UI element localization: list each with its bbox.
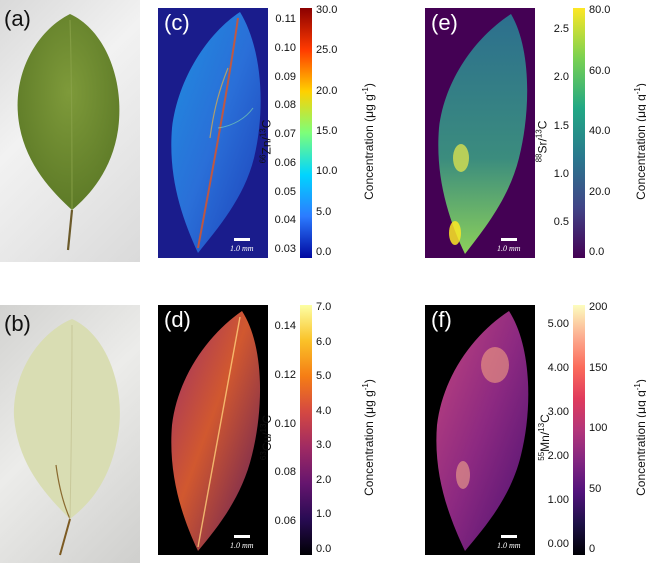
conc-tick-e: 0.0 [589, 246, 605, 258]
ratio-tick-c: 0.11 [275, 13, 296, 25]
ratio-tick-d: 0.12 [274, 368, 296, 381]
ratio-tick-e: 0.5 [553, 216, 569, 228]
scale-bar-d [234, 535, 250, 538]
ratio-tick-d: 0.06 [274, 515, 296, 527]
ratio-tick-c: 0.08 [274, 99, 296, 112]
panel-label-d: (d) [164, 307, 191, 332]
elemental-map-cu: (d) 1.0 mm [158, 305, 268, 555]
conc-label-e: Concentration (μg g-1) [632, 83, 646, 200]
colorbar-d [300, 305, 312, 555]
scale-text-c: 1.0 mm [230, 244, 254, 253]
ratio-label-f: 55Mn/13C [536, 414, 552, 461]
colorbar-c [300, 8, 312, 258]
ratio-label-c: 66Zn/13C [258, 119, 274, 164]
conc-tick-d: 6.0 [316, 335, 332, 348]
fresh-leaf-image [17, 14, 120, 251]
conc-tick-c: 30.0 [316, 4, 338, 16]
conc-tick-f: 100 [589, 422, 608, 434]
panel-label-f: (f) [431, 307, 452, 332]
conc-tick-f: 50 [589, 482, 602, 495]
conc-tick-d: 2.0 [316, 473, 332, 486]
ratio-tick-f: 1.00 [547, 494, 569, 506]
scale-bar-c [234, 238, 250, 241]
ratio-tick-f: 2.00 [547, 450, 569, 462]
panel-label-e: (e) [431, 10, 458, 35]
scale-text-e: 1.0 mm [497, 244, 521, 253]
conc-tick-c: 15.0 [316, 125, 338, 137]
conc-tick-c: 10.0 [316, 165, 338, 178]
ratio-tick-e: 1.0 [553, 167, 569, 180]
conc-tick-e: 20.0 [589, 185, 611, 198]
colorbar-e [573, 8, 585, 258]
conc-tick-f: 200 [589, 301, 608, 313]
conc-tick-e: 80.0 [589, 4, 611, 16]
conc-tick-c: 20.0 [316, 84, 338, 97]
ratio-tick-c: 0.06 [274, 156, 296, 169]
ratio-label-d: 63Cu/13C [259, 414, 275, 461]
leaf-photo-fresh: (a) [0, 0, 140, 262]
zn-leaf-map [171, 12, 261, 253]
panel-label-b: (b) [4, 311, 31, 336]
ratio-tick-e: 2.0 [553, 71, 569, 84]
conc-label-c: Concentration (μg g-1) [360, 83, 376, 200]
conc-tick-d: 4.0 [316, 404, 332, 417]
ratio-tick-c: 0.09 [274, 70, 296, 83]
conc-tick-f: 150 [589, 361, 608, 374]
scale-text-d: 1.0 mm [230, 541, 254, 550]
panel-label-a: (a) [4, 6, 31, 31]
conc-label-d: Concentration (μg g-1) [360, 379, 376, 496]
scale-text-f: 1.0 mm [497, 541, 521, 550]
scale-bar-e [501, 238, 517, 241]
conc-tick-e: 60.0 [589, 64, 611, 77]
ratio-tick-d: 0.08 [274, 466, 296, 479]
scale-bar-f [501, 535, 517, 538]
ratio-tick-f: 0.00 [547, 538, 569, 550]
ratio-tick-c: 0.04 [274, 214, 296, 227]
conc-tick-d: 1.0 [316, 508, 332, 521]
conc-tick-d: 0.0 [316, 543, 332, 555]
ratio-tick-d: 0.10 [274, 417, 296, 430]
cu-leaf-map [171, 311, 261, 551]
conc-tick-c: 25.0 [316, 44, 338, 57]
mn-leaf-map [436, 311, 529, 551]
conc-tick-d: 3.0 [316, 439, 332, 452]
sr-leaf-map [438, 14, 528, 254]
conc-tick-d: 5.0 [316, 370, 332, 383]
conc-tick-d: 7.0 [316, 301, 332, 313]
leaf-photo-cleared: (b) [0, 305, 140, 563]
ratio-tick-e: 1.5 [553, 119, 569, 132]
ratio-tick-c: 0.05 [274, 185, 296, 198]
ratio-tick-f: 5.00 [547, 318, 569, 330]
ratio-label-e: 88Sr/13C [534, 120, 550, 163]
ratio-tick-e: 2.5 [553, 23, 569, 35]
ratio-tick-f: 4.00 [547, 362, 569, 374]
ratio-tick-f: 3.00 [547, 406, 569, 418]
ratio-tick-c: 0.07 [274, 128, 296, 140]
conc-tick-f: 0 [589, 543, 596, 555]
cleared-leaf-image [13, 319, 120, 556]
conc-label-f: Concentration (μg g-1) [632, 379, 646, 496]
conc-tick-c: 0.0 [316, 246, 332, 258]
conc-tick-c: 5.0 [316, 205, 332, 218]
panel-label-c: (c) [164, 10, 190, 35]
elemental-map-mn: (f) 1.0 mm [425, 305, 535, 555]
ratio-tick-c: 0.03 [274, 243, 296, 255]
colorbar-f [573, 305, 585, 555]
elemental-map-zn: (c) 1.0 mm [158, 8, 268, 258]
elemental-map-sr: (e) 1.0 mm [425, 8, 535, 258]
conc-tick-e: 40.0 [589, 125, 611, 137]
ratio-tick-c: 0.10 [274, 41, 296, 54]
ratio-tick-d: 0.14 [274, 320, 296, 332]
